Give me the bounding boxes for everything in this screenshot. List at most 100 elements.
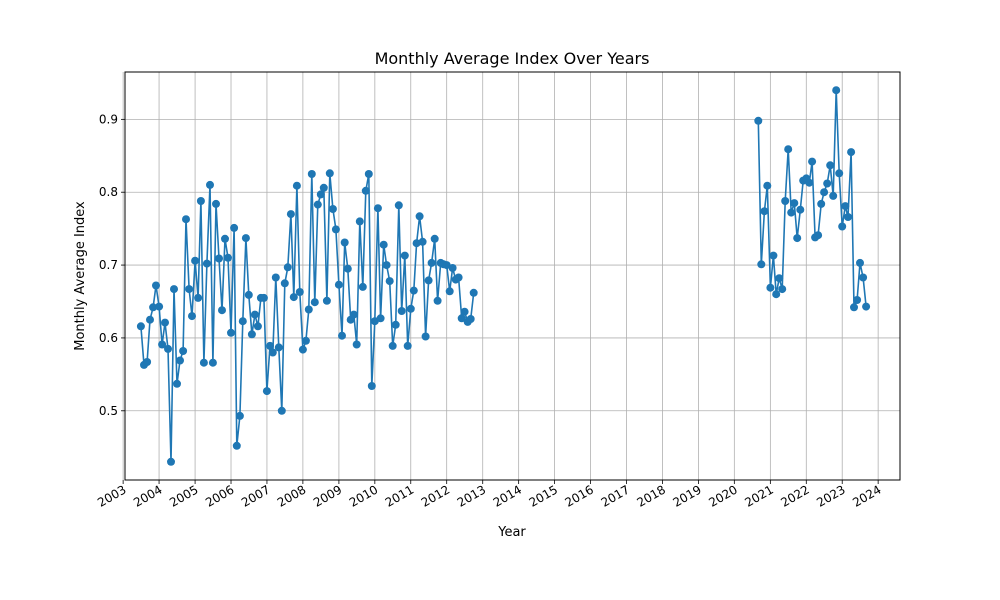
data-point xyxy=(179,347,188,355)
data-point xyxy=(274,343,283,352)
data-point xyxy=(796,205,805,214)
data-point xyxy=(448,264,457,272)
data-point xyxy=(754,116,763,125)
data-point xyxy=(406,304,415,313)
y-axis: 0.5 0.6 0.7 0.8 0.9 xyxy=(99,112,125,418)
data-point xyxy=(856,258,864,267)
data-series xyxy=(136,86,871,466)
data-point xyxy=(394,201,403,210)
data-point xyxy=(403,341,412,350)
data-point xyxy=(397,307,406,315)
data-point xyxy=(466,315,475,323)
x-tick-label: 2014 xyxy=(491,482,524,509)
data-point xyxy=(262,387,271,396)
data-point xyxy=(250,310,259,319)
data-point xyxy=(158,340,167,349)
data-point xyxy=(814,231,823,240)
data-point xyxy=(418,237,427,246)
data-point xyxy=(199,358,208,367)
data-point xyxy=(790,199,799,208)
x-tick-label: 2024 xyxy=(850,482,883,509)
data-point xyxy=(188,312,196,321)
data-point xyxy=(805,178,814,187)
chart-title: Monthly Average Index Over Years xyxy=(375,49,650,68)
y-tick-label: 0.9 xyxy=(99,112,118,126)
data-point xyxy=(379,240,388,249)
data-point xyxy=(829,191,838,200)
data-point xyxy=(253,322,262,331)
data-point xyxy=(268,348,277,357)
data-point xyxy=(817,199,826,208)
data-point xyxy=(202,259,211,268)
data-point xyxy=(409,286,418,295)
data-point xyxy=(820,188,829,197)
data-point xyxy=(247,330,256,339)
data-point xyxy=(295,288,304,296)
data-point xyxy=(170,285,178,294)
x-tick-label: 2020 xyxy=(706,482,739,509)
data-point xyxy=(149,303,158,312)
data-point xyxy=(835,169,844,178)
data-point xyxy=(176,356,184,365)
data-point xyxy=(808,157,817,166)
data-point xyxy=(310,298,319,307)
data-point xyxy=(208,358,217,367)
x-tick-label: 2023 xyxy=(814,482,847,509)
y-tick-label: 0.7 xyxy=(99,258,118,272)
x-tick-label: 2017 xyxy=(599,482,632,509)
data-point xyxy=(844,213,852,221)
data-point xyxy=(853,296,862,304)
x-tick-label: 2019 xyxy=(670,482,703,509)
x-tick-label: 2006 xyxy=(203,482,236,509)
y-tick-label: 0.8 xyxy=(99,185,118,199)
data-point xyxy=(385,277,394,286)
data-point xyxy=(212,199,220,208)
data-point xyxy=(215,254,223,263)
series-line xyxy=(757,89,867,309)
data-point xyxy=(307,170,316,178)
x-tick-label: 2012 xyxy=(419,482,452,509)
data-point xyxy=(292,181,301,190)
plot-area xyxy=(124,71,901,481)
data-point xyxy=(412,239,421,248)
data-point xyxy=(259,293,268,302)
y-tick-label: 0.5 xyxy=(99,404,118,418)
data-point xyxy=(862,302,871,311)
data-point xyxy=(343,264,352,273)
data-point xyxy=(271,273,280,282)
data-point xyxy=(784,145,793,154)
data-point xyxy=(469,288,478,297)
y-axis-label: Monthly Average Index xyxy=(73,201,88,351)
series-line xyxy=(140,172,475,463)
data-point xyxy=(376,314,385,323)
data-point xyxy=(235,411,244,420)
data-point xyxy=(778,285,787,294)
data-point xyxy=(442,261,451,270)
y-tick-label: 0.6 xyxy=(99,331,118,345)
data-point xyxy=(367,382,376,390)
data-point xyxy=(164,344,172,353)
data-point xyxy=(460,307,469,316)
data-point xyxy=(454,273,463,282)
data-point xyxy=(206,180,214,189)
data-point xyxy=(280,279,289,288)
data-point xyxy=(355,217,364,226)
data-point xyxy=(400,251,409,260)
data-point xyxy=(136,322,145,331)
x-tick-label: 2011 xyxy=(383,482,416,509)
data-point xyxy=(224,253,232,262)
data-point xyxy=(388,341,397,350)
data-point xyxy=(227,328,235,337)
data-point xyxy=(196,197,205,205)
data-point xyxy=(167,457,175,466)
data-point xyxy=(218,306,226,315)
data-point xyxy=(358,282,367,291)
data-point xyxy=(221,234,229,243)
data-point xyxy=(152,281,160,290)
x-axis: 2003 2004 2005 2006 2007 2008 2009 2010 2011 2012… xyxy=(95,480,884,510)
data-point xyxy=(793,234,802,243)
x-tick-label: 2004 xyxy=(131,482,164,509)
data-point xyxy=(266,341,274,350)
data-point xyxy=(244,290,253,299)
